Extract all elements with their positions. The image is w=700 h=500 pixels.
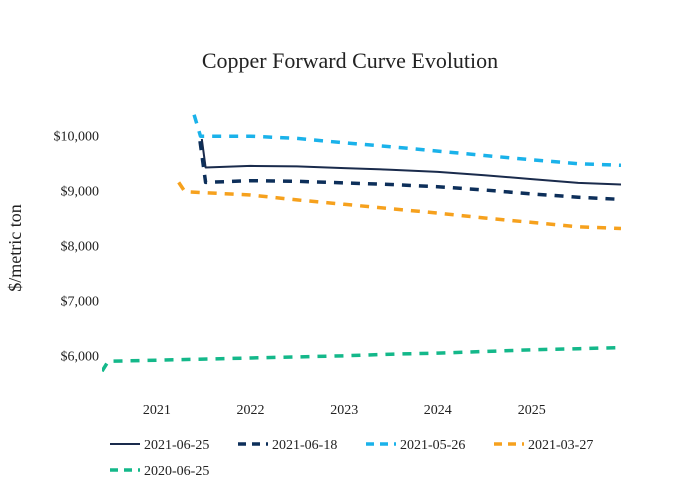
y-tick-label: $8,000 bbox=[61, 240, 100, 255]
x-tick-label: 2025 bbox=[518, 403, 546, 418]
x-tick-label: 2021 bbox=[143, 403, 171, 418]
chart-title: Copper Forward Curve Evolution bbox=[202, 48, 498, 73]
legend: 2021-06-25 2021-06-18 2021-05-26 2021-03-27… bbox=[110, 438, 593, 479]
series-line-2020-06-25 bbox=[102, 345, 621, 373]
x-tick-label: 2024 bbox=[424, 403, 452, 418]
y-tick-label: $10,000 bbox=[54, 130, 100, 145]
x-axis-ticks: 2021 2022 2023 2024 2025 bbox=[143, 403, 546, 418]
series-line-2021-05-26 bbox=[192, 114, 621, 168]
legend-item-label: 2021-06-25 bbox=[144, 438, 209, 453]
legend-item-label: 2020-06-25 bbox=[144, 464, 209, 479]
y-tick-label: $7,000 bbox=[61, 294, 100, 309]
series-line-2021-06-18 bbox=[198, 140, 621, 202]
y-tick-label: $6,000 bbox=[61, 349, 100, 364]
y-axis-label: $/metric ton bbox=[5, 204, 25, 291]
series-line-2021-06-25 bbox=[200, 138, 621, 186]
legend-item-label: 2021-05-26 bbox=[400, 438, 465, 453]
y-axis-ticks: $6,000 $7,000 $8,000 $9,000 $10,000 bbox=[54, 130, 100, 365]
legend-item-label: 2021-03-27 bbox=[528, 438, 593, 453]
x-tick-label: 2023 bbox=[330, 403, 358, 418]
plot-area bbox=[102, 114, 621, 373]
series-line-2021-03-27 bbox=[177, 181, 621, 231]
x-tick-label: 2022 bbox=[237, 403, 265, 418]
legend-item-label: 2021-06-18 bbox=[272, 438, 337, 453]
y-tick-label: $9,000 bbox=[61, 185, 100, 200]
